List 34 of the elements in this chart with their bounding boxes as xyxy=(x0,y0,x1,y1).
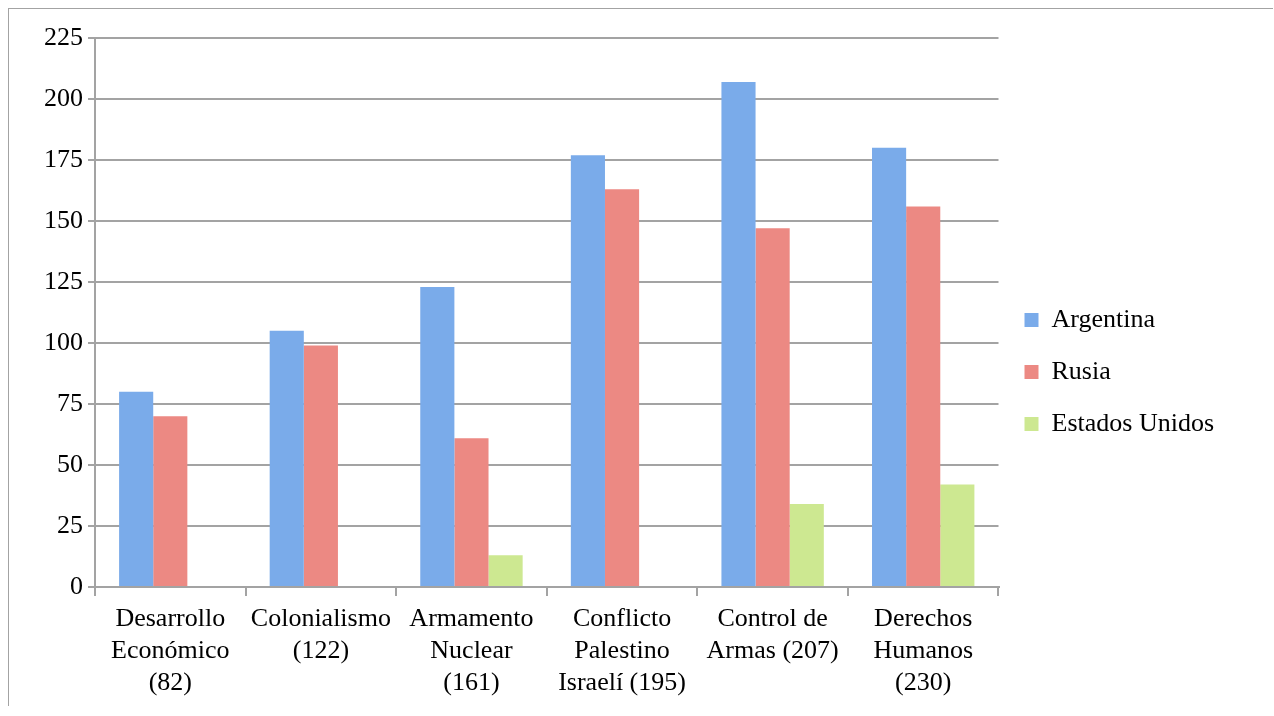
x-tick-label: Colonialismo (122) xyxy=(250,602,391,664)
bar xyxy=(789,504,824,587)
x-tick-label: Armamento Nuclear (161) xyxy=(409,602,534,696)
y-tick-label: 175 xyxy=(44,143,83,173)
bar xyxy=(420,286,455,587)
bar xyxy=(153,416,188,587)
bar xyxy=(269,330,304,587)
y-tick-label: 150 xyxy=(44,204,83,234)
x-tick-label: Conflicto Palestino Israelí (195) xyxy=(558,602,686,696)
x-tick-label: Desarrollo Económico (82) xyxy=(111,602,230,696)
bar xyxy=(872,147,907,587)
y-tick-label: 75 xyxy=(57,387,83,417)
bar xyxy=(570,155,605,587)
bar xyxy=(119,391,154,587)
y-tick-label: 100 xyxy=(44,326,83,356)
bar xyxy=(755,228,790,587)
y-tick-label: 125 xyxy=(44,265,83,295)
y-tick-label: 50 xyxy=(57,448,83,478)
bar xyxy=(488,555,523,587)
y-tick-label: 0 xyxy=(70,570,83,600)
bar xyxy=(906,206,941,587)
legend-label: Argentina xyxy=(1051,303,1156,333)
y-tick-label: 200 xyxy=(44,82,83,112)
bar xyxy=(454,438,489,587)
bar xyxy=(721,81,756,587)
bar xyxy=(303,345,338,587)
bar xyxy=(604,189,640,587)
legend-label: Estados Unidos xyxy=(1051,407,1214,437)
bar xyxy=(940,484,975,587)
x-tick-label: Control de Armas (207) xyxy=(706,602,839,664)
y-tick-label: 25 xyxy=(57,509,83,539)
x-tick-label: Derechos Humanos (230) xyxy=(873,602,974,696)
legend-label: Rusia xyxy=(1051,355,1112,385)
y-tick-label: 225 xyxy=(44,21,83,51)
